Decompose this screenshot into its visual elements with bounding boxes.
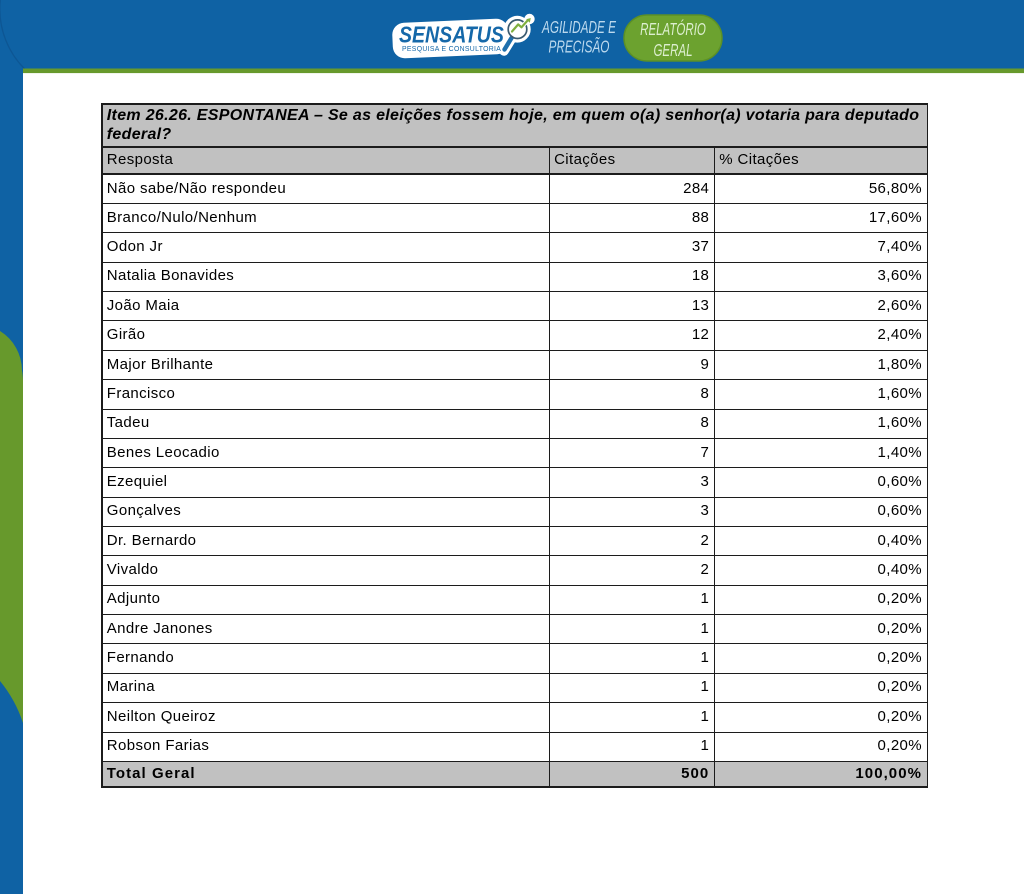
svg-text:GERAL: GERAL xyxy=(653,40,692,60)
svg-text:PRECISÃO: PRECISÃO xyxy=(549,37,610,57)
svg-text:PESQUISA E CONSULTORIA: PESQUISA E CONSULTORIA xyxy=(402,45,501,53)
svg-text:AGILIDADE E: AGILIDADE E xyxy=(541,18,616,38)
svg-text:SENSATUS: SENSATUS xyxy=(399,22,504,48)
svg-text:RELATÓRIO: RELATÓRIO xyxy=(640,19,706,39)
